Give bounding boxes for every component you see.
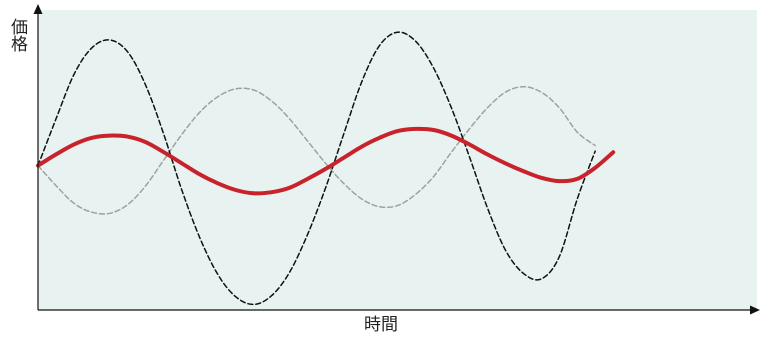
plot-background xyxy=(38,10,757,310)
x-axis-arrow-icon xyxy=(750,305,760,315)
y-axis-label: 価格 xyxy=(7,18,27,52)
y-axis-arrow-icon xyxy=(33,4,43,14)
average-price-line xyxy=(36,126,616,196)
opposite-phase-line xyxy=(37,85,596,215)
high-volatility-line xyxy=(37,31,596,306)
x-axis-label: 時間 xyxy=(364,315,398,335)
series-layer xyxy=(36,31,616,306)
